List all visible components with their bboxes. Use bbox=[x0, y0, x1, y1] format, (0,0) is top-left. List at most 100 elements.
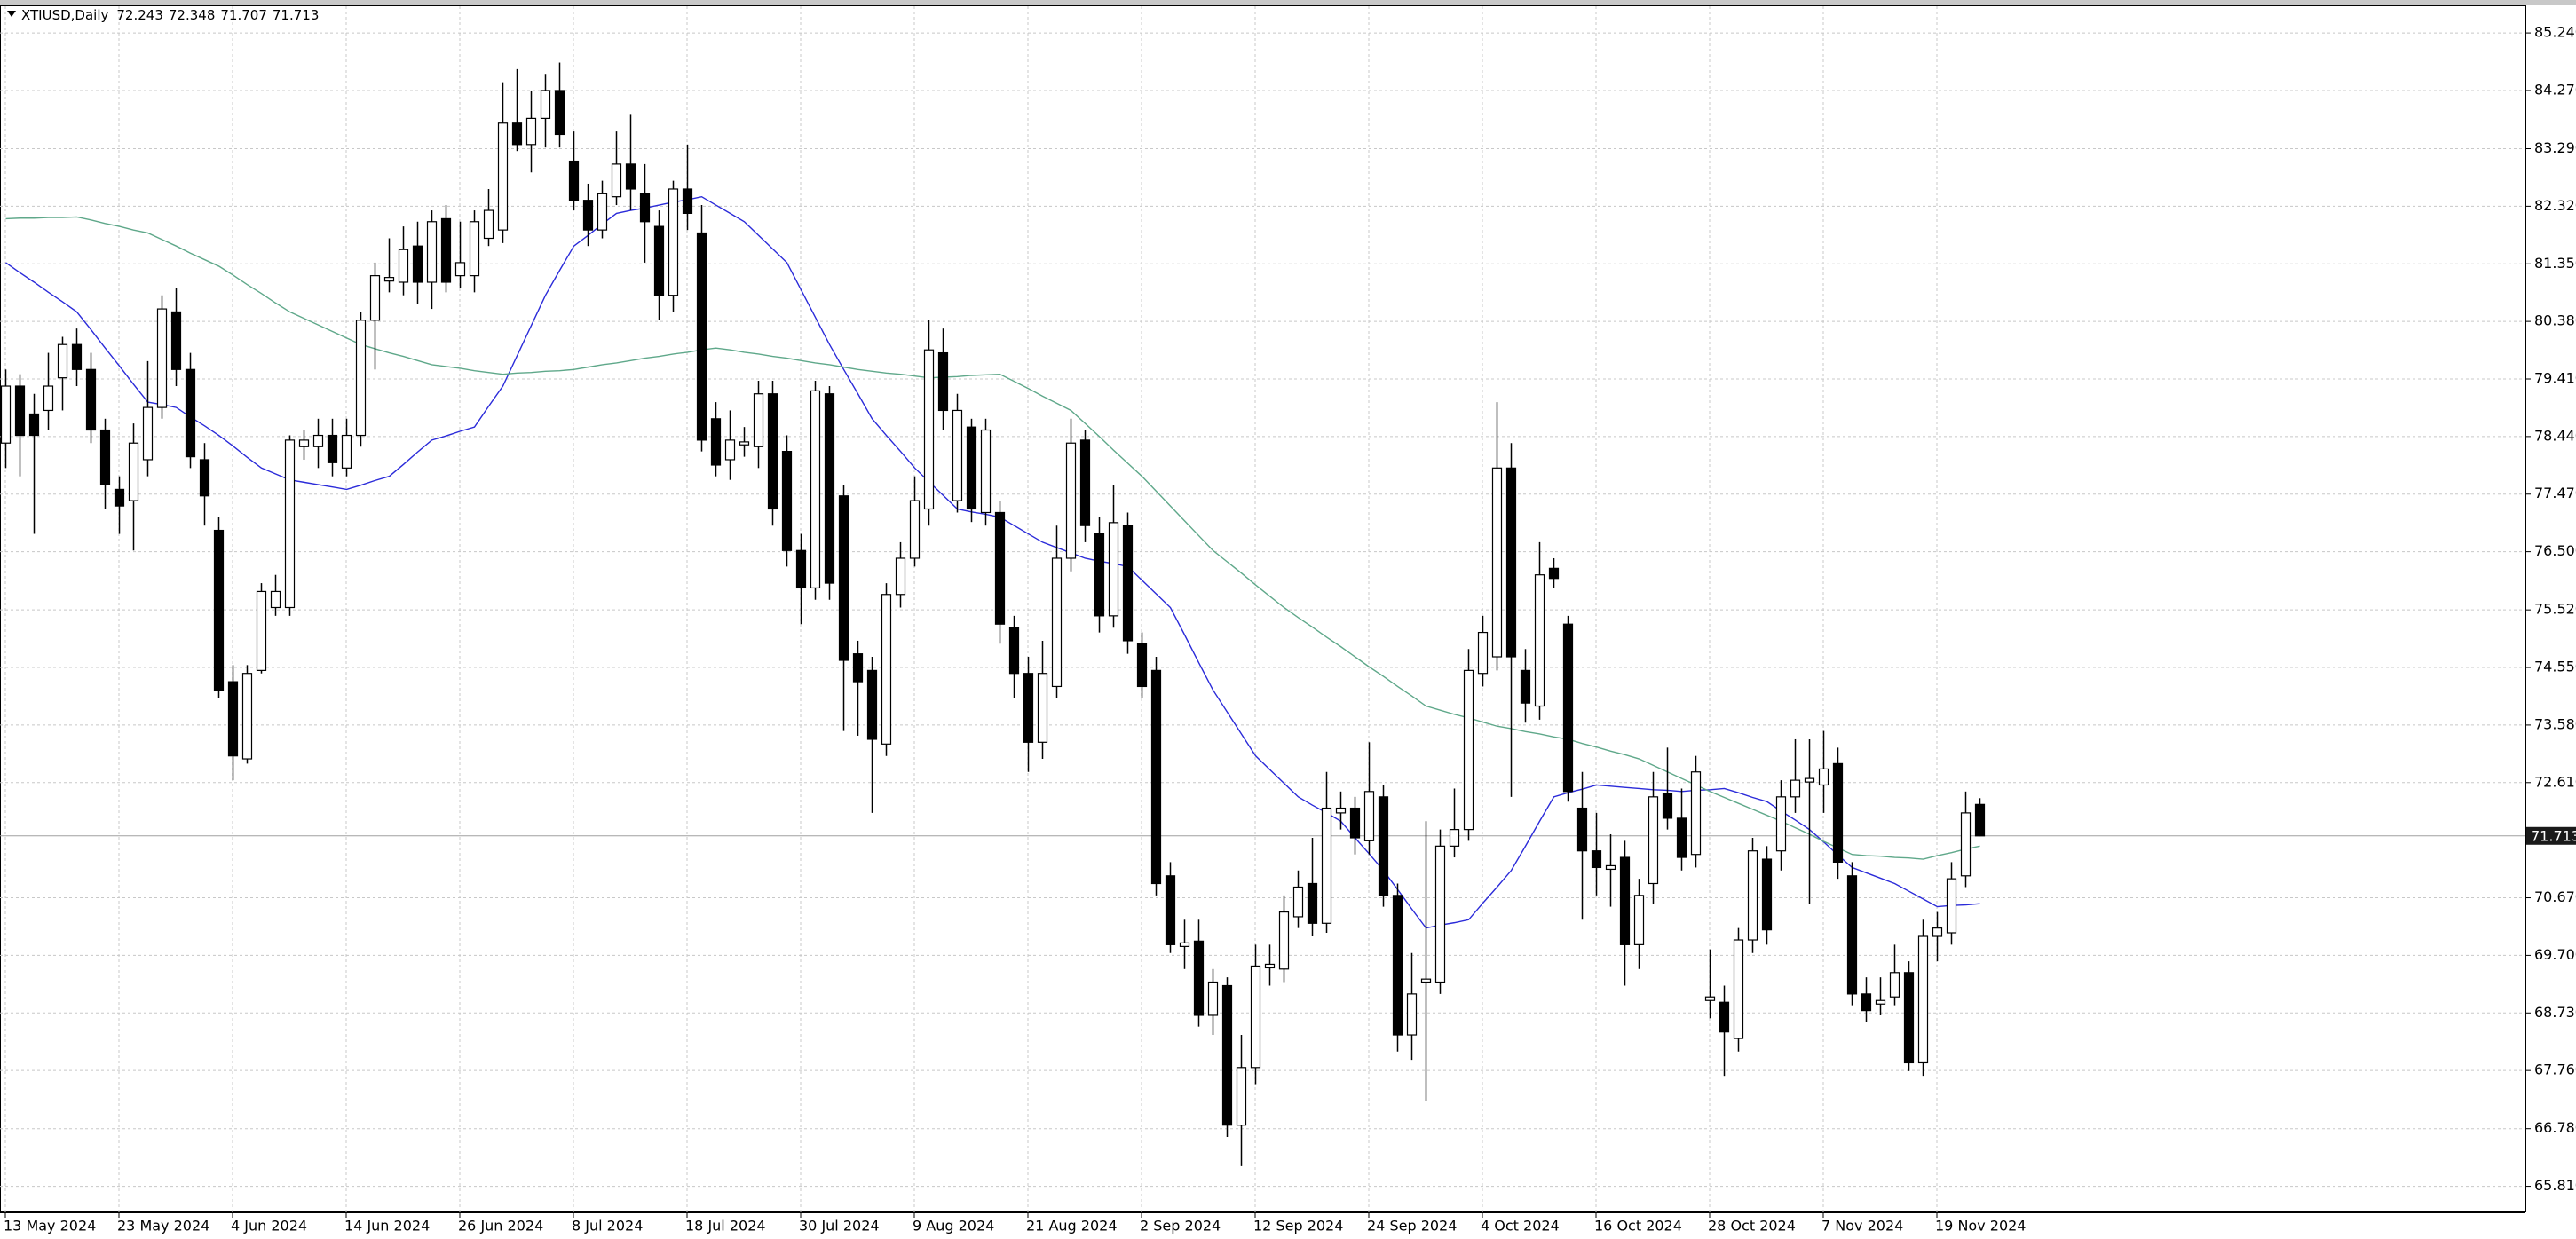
x-tick-label: 28 Oct 2024 bbox=[1708, 1218, 1796, 1235]
candle-body bbox=[653, 225, 665, 296]
candle-body bbox=[1861, 993, 1872, 1012]
header-high: 72.348 bbox=[169, 7, 216, 23]
candle-body bbox=[85, 368, 97, 431]
y-tick-label: 78.440 bbox=[2534, 427, 2576, 444]
candle-body bbox=[682, 188, 693, 215]
candle-body bbox=[1662, 793, 1673, 819]
candle-body bbox=[1960, 812, 1972, 877]
candle-body bbox=[497, 122, 509, 231]
candle-body bbox=[710, 418, 722, 466]
y-tick-label: 74.550 bbox=[2534, 659, 2576, 675]
candle-body bbox=[1449, 829, 1460, 847]
candle-body bbox=[1917, 935, 1929, 1064]
x-tick-label: 13 May 2024 bbox=[4, 1218, 96, 1235]
candle-body bbox=[1349, 807, 1361, 839]
moving-average bbox=[5, 216, 1980, 860]
candle-body bbox=[398, 249, 409, 283]
candle-body bbox=[1250, 965, 1261, 1069]
grid bbox=[0, 6, 2525, 1212]
candle-body bbox=[824, 393, 835, 584]
candle-body bbox=[937, 351, 949, 412]
candle-body bbox=[369, 275, 381, 321]
candle-body bbox=[1307, 882, 1318, 924]
candle-body bbox=[1094, 533, 1105, 617]
candle-body bbox=[525, 117, 537, 146]
y-tick-label: 80.380 bbox=[2534, 312, 2576, 329]
candle-body bbox=[1676, 817, 1687, 858]
candle-body bbox=[1179, 942, 1190, 947]
candle-body bbox=[71, 343, 83, 370]
candle-body bbox=[1434, 845, 1446, 983]
candle-body bbox=[1150, 669, 1162, 885]
candle-body bbox=[312, 434, 324, 447]
x-tick-label: 18 Jul 2024 bbox=[685, 1218, 766, 1235]
candle-body bbox=[14, 385, 26, 437]
candle-body bbox=[1619, 856, 1631, 945]
candle-body bbox=[1321, 807, 1332, 924]
candle-body bbox=[1974, 803, 1986, 837]
candle-body bbox=[256, 590, 267, 671]
candle-body bbox=[1520, 669, 1531, 704]
candle-body bbox=[1278, 911, 1290, 970]
candle-body bbox=[1719, 1001, 1730, 1033]
candle-body bbox=[1804, 777, 1815, 783]
candle-body bbox=[99, 429, 111, 485]
x-tick-label: 21 Aug 2024 bbox=[1026, 1218, 1118, 1235]
candle-body bbox=[1932, 927, 1943, 937]
candle-body bbox=[454, 262, 466, 277]
y-tick-label: 70.670 bbox=[2534, 888, 2576, 905]
price-box bbox=[2526, 826, 2576, 845]
candle-body bbox=[1335, 807, 1347, 814]
candle-body bbox=[639, 193, 651, 223]
header-close: 71.713 bbox=[273, 7, 320, 23]
y-tick-label: 82.320 bbox=[2534, 197, 2576, 214]
candle-body bbox=[1605, 864, 1616, 871]
candle-body bbox=[383, 277, 395, 282]
candle-body bbox=[1775, 796, 1787, 852]
candle-body bbox=[625, 163, 636, 190]
candle-body bbox=[1051, 557, 1063, 688]
candle-body bbox=[213, 529, 225, 691]
candle-body bbox=[355, 320, 367, 437]
x-tick-label: 4 Oct 2024 bbox=[1481, 1218, 1560, 1235]
candle-body bbox=[1562, 623, 1574, 793]
candle-body bbox=[270, 590, 281, 609]
candle-body bbox=[1491, 467, 1503, 658]
candle-body bbox=[568, 160, 580, 201]
candle-body bbox=[952, 409, 963, 501]
candle-body bbox=[327, 434, 338, 463]
y-tick-label: 77.470 bbox=[2534, 485, 2576, 501]
candle-body bbox=[1633, 895, 1645, 945]
top-bar bbox=[0, 0, 2576, 5]
candle-body bbox=[1690, 771, 1702, 856]
candle-body bbox=[1790, 779, 1801, 798]
candle-body bbox=[753, 393, 764, 447]
y-tick-label: 75.520 bbox=[2534, 601, 2576, 618]
y-tick-label: 83.290 bbox=[2534, 139, 2576, 156]
x-tick-label: 9 Aug 2024 bbox=[913, 1218, 994, 1235]
candle-body bbox=[57, 343, 68, 379]
header: XTIUSD,Daily 72.243 72.348 71.707 71.713 bbox=[21, 7, 319, 23]
candle-body bbox=[1065, 442, 1077, 559]
candle-body bbox=[170, 311, 182, 370]
x-tick-label: 12 Sep 2024 bbox=[1253, 1218, 1343, 1235]
candle-body bbox=[156, 308, 168, 408]
candle-body bbox=[483, 209, 494, 240]
candle-body bbox=[1946, 878, 1957, 934]
candle-body bbox=[966, 426, 977, 510]
candle-body bbox=[1832, 762, 1844, 864]
candle-body bbox=[1903, 972, 1915, 1064]
candle-body bbox=[1008, 627, 1020, 675]
candle-body bbox=[1193, 940, 1205, 1016]
candle-body bbox=[440, 217, 452, 283]
candle-body bbox=[1079, 439, 1091, 526]
candle-body bbox=[43, 385, 54, 412]
symbol: XTIUSD,Daily bbox=[21, 7, 108, 23]
candle-body bbox=[696, 232, 707, 441]
candle-body bbox=[114, 488, 125, 507]
candle-body bbox=[838, 495, 849, 661]
candle-body bbox=[0, 385, 12, 444]
x-tick-label: 2 Sep 2024 bbox=[1140, 1218, 1221, 1235]
y-tick-label: 81.350 bbox=[2534, 255, 2576, 272]
moving-average bbox=[5, 195, 1980, 929]
